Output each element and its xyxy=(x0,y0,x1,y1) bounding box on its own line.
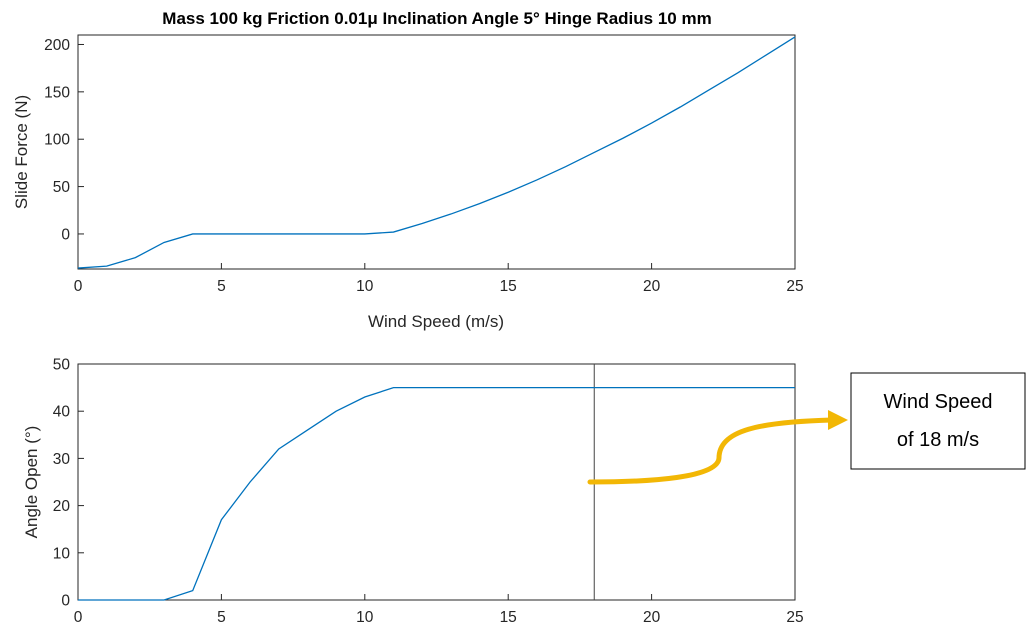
arrowhead-icon xyxy=(828,410,848,430)
bottom-series-group xyxy=(78,386,795,601)
top-y-tick-label: 200 xyxy=(44,37,70,54)
bottom-y-tick-label: 10 xyxy=(53,545,71,562)
bottom-x-tick-label: 10 xyxy=(356,609,374,626)
top-y-ticks: 0 50 100 150 200 xyxy=(44,37,84,243)
angle-open-plot: 0 10 20 30 40 50 0 5 10 15 20 25 xyxy=(53,357,804,627)
top-series-line xyxy=(77,36,796,269)
top-series-group xyxy=(77,36,796,269)
bottom-x-tick-label: 0 xyxy=(74,609,83,626)
bottom-y-tick-label: 30 xyxy=(53,451,71,468)
top-x-tick-label: 20 xyxy=(643,278,661,295)
bottom-x-tick-label: 15 xyxy=(500,609,517,626)
top-y-axis-label: Slide Force (N) xyxy=(12,95,31,209)
top-x-tick-label: 0 xyxy=(74,278,83,295)
top-y-tick-label: 150 xyxy=(44,84,70,101)
top-x-tick-label: 25 xyxy=(786,278,803,295)
bottom-y-axis-label: Angle Open (°) xyxy=(22,426,41,539)
top-x-tick-label: 5 xyxy=(217,278,226,295)
top-x-tick-label: 15 xyxy=(500,278,517,295)
bottom-x-tick-label: 5 xyxy=(217,609,226,626)
annotation-line-2: of 18 m/s xyxy=(897,429,979,451)
bottom-y-ticks: 0 10 20 30 40 50 xyxy=(53,357,84,610)
top-y-tick-label: 50 xyxy=(53,179,71,196)
annotation-line-1: Wind Speed xyxy=(884,391,993,413)
bottom-x-tick-label: 20 xyxy=(643,609,661,626)
bottom-y-tick-label: 0 xyxy=(61,593,70,610)
top-x-tick-label: 10 xyxy=(356,278,374,295)
bottom-plot-frame xyxy=(77,363,796,601)
top-x-ticks: 0 5 10 15 20 25 xyxy=(74,263,804,295)
bottom-x-ticks: 0 5 10 15 20 25 xyxy=(74,594,804,626)
top-x-axis-label: Wind Speed (m/s) xyxy=(368,312,504,331)
top-y-tick-label: 0 xyxy=(61,226,70,243)
slide-force-plot: 0 50 100 150 200 0 5 10 15 20 25 xyxy=(44,34,804,295)
bottom-y-tick-label: 40 xyxy=(53,404,71,421)
bottom-x-tick-label: 25 xyxy=(786,609,803,626)
bottom-series-line xyxy=(78,386,795,601)
top-plot-frame xyxy=(77,34,796,270)
yellow-arrow-curve xyxy=(587,417,835,485)
annotation-box xyxy=(850,372,1026,470)
top-y-tick-label: 100 xyxy=(44,132,70,149)
chart-title: Mass 100 kg Friction 0.01μ Inclination A… xyxy=(162,9,711,28)
bottom-y-tick-label: 50 xyxy=(53,357,71,374)
bottom-y-tick-label: 20 xyxy=(53,498,71,515)
